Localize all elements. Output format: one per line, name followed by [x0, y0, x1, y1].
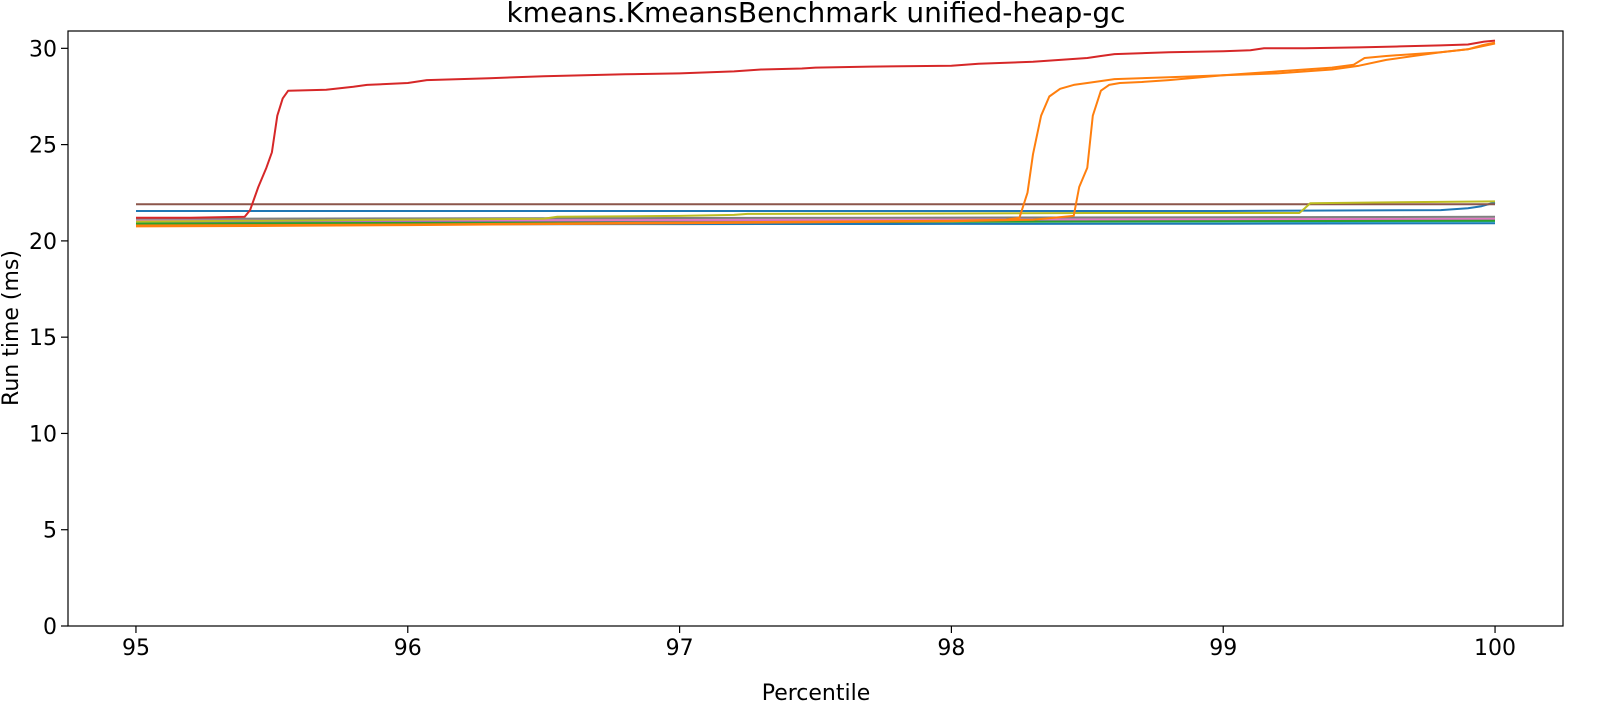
series-line-11: [135, 41, 1496, 228]
y-tick-label: 5: [43, 519, 57, 544]
x-axis-label: Percentile: [762, 681, 871, 706]
plot-lines: [135, 39, 1496, 228]
y-tick-label: 10: [29, 422, 57, 447]
x-tick-label: 95: [122, 636, 150, 661]
series-line-12: [136, 39, 1496, 219]
y-tick-label: 20: [29, 230, 57, 255]
y-tick-label: 0: [43, 615, 57, 640]
y-tick-label: 25: [29, 134, 57, 159]
series-line-6: [135, 215, 1496, 220]
series-line-9: [135, 200, 1496, 223]
y-axis: 0 5 10 15 20 25 30: [29, 37, 68, 640]
plot-frame: [67, 30, 1564, 627]
x-tick-label: 99: [1209, 636, 1237, 661]
y-axis-label: Run time (ms): [0, 250, 24, 406]
x-tick-label: 98: [937, 636, 965, 661]
chart-title: kmeans.KmeansBenchmark unified-heap-gc: [506, 0, 1125, 29]
y-tick-label: 15: [29, 326, 57, 351]
x-tick-label: 97: [666, 636, 694, 661]
x-axis: 95 96 97 98 99 100: [122, 626, 1516, 661]
y-tick-label: 30: [29, 37, 57, 62]
x-tick-label: 96: [394, 636, 422, 661]
x-tick-label: 100: [1474, 636, 1516, 661]
series-line-1: [136, 201, 1496, 212]
